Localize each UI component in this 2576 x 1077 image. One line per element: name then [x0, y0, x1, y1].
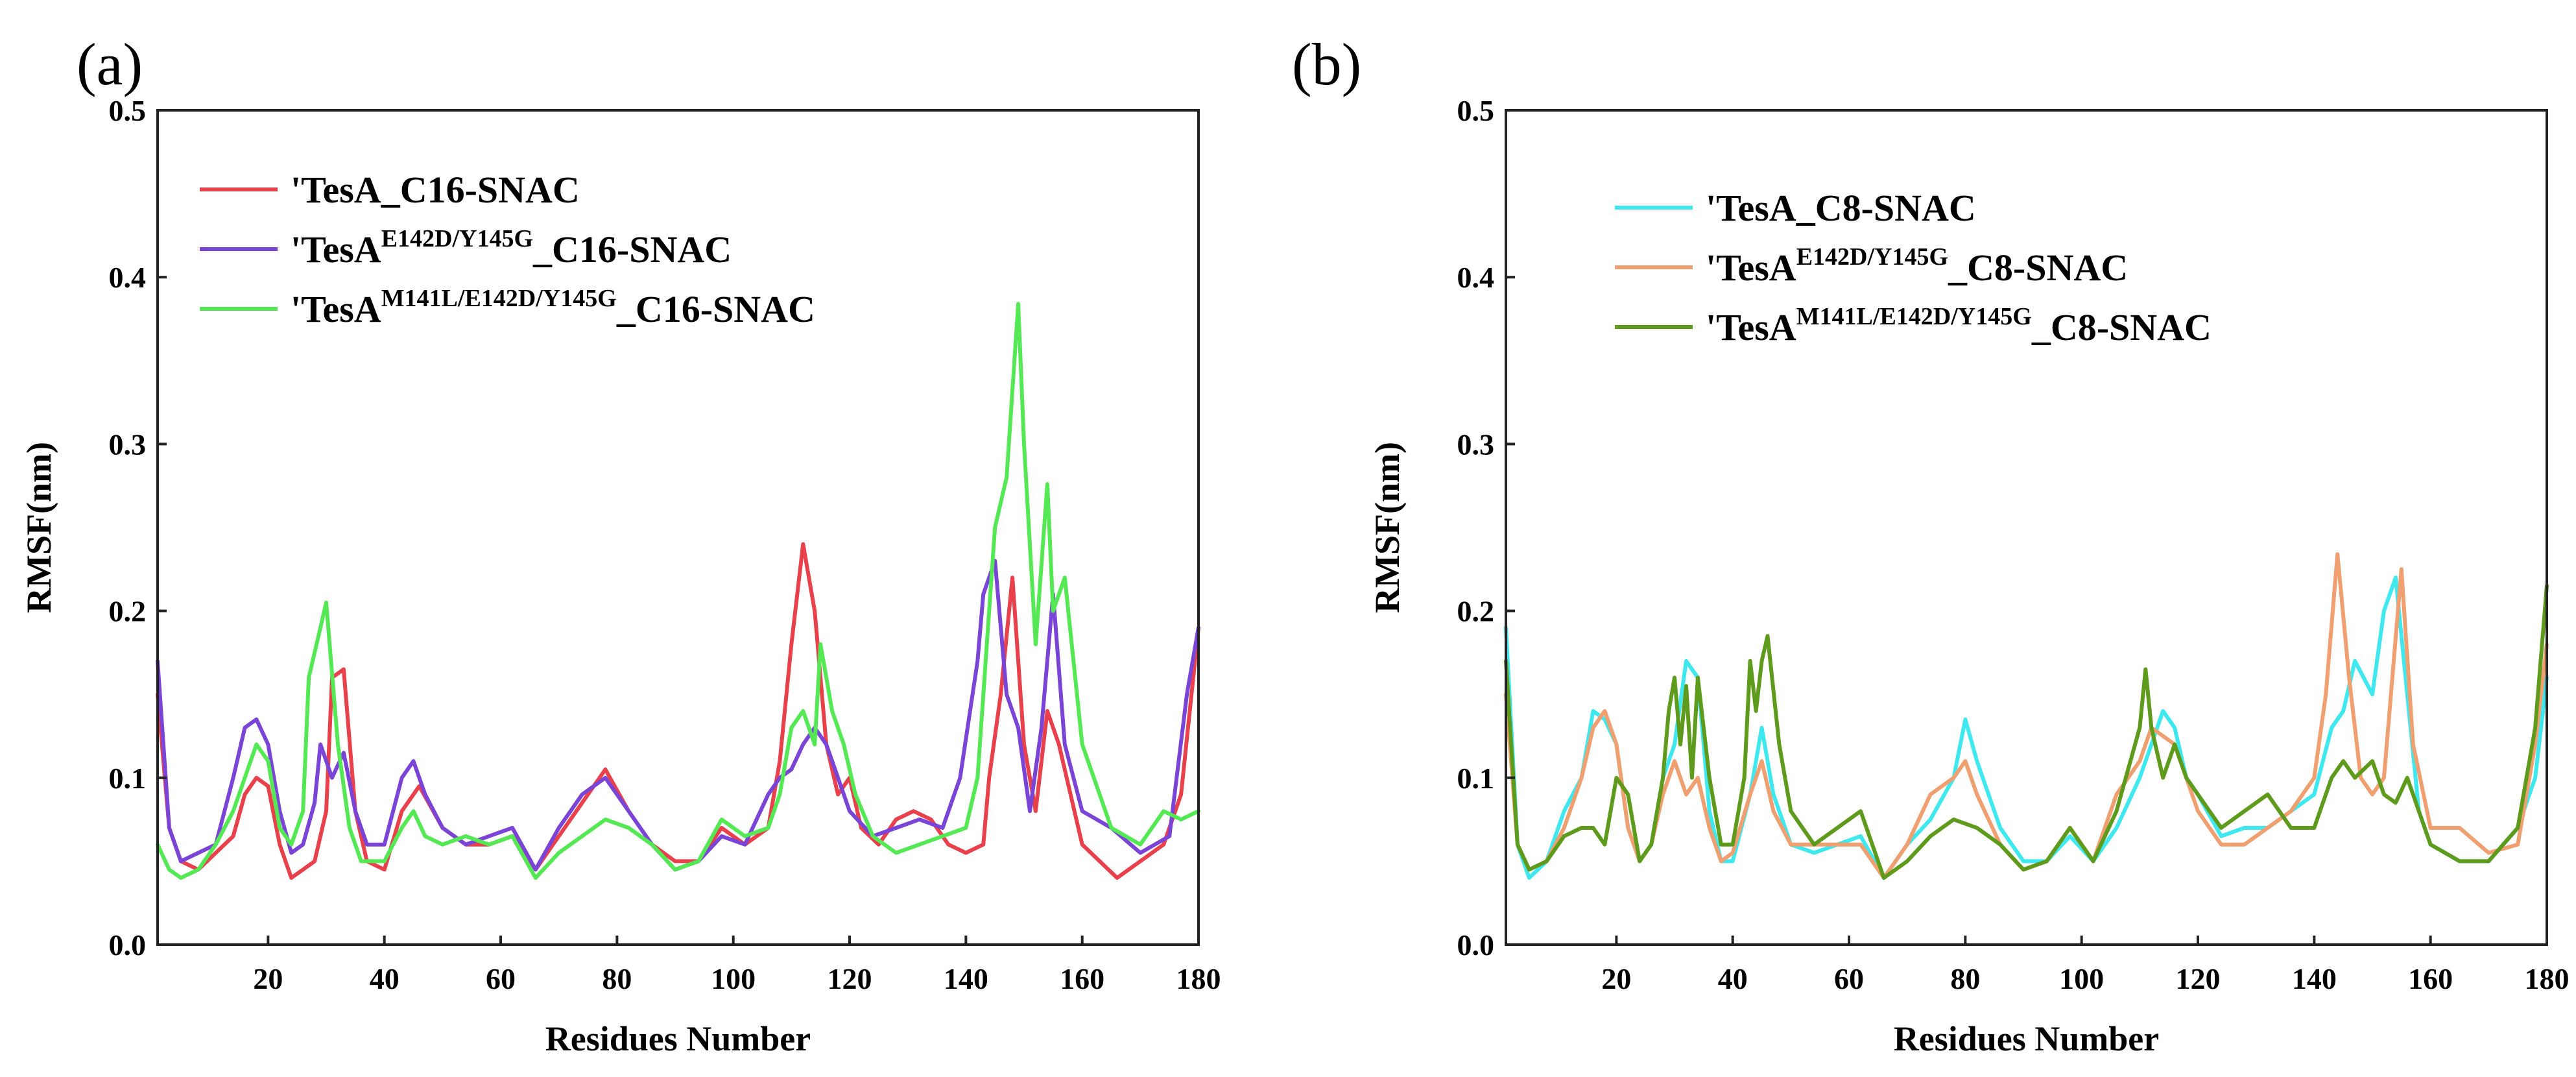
y-axis-title: RMSF(nm): [1368, 442, 1407, 613]
y-tick-label: 0.5: [1457, 94, 1495, 127]
panel-label: (a): [77, 31, 143, 97]
y-tick-label: 0.5: [109, 94, 147, 127]
legend-superscript: M141L/E142D/Y145G: [381, 285, 617, 312]
x-tick-label: 40: [1718, 962, 1748, 995]
y-tick-label: 0.3: [109, 428, 147, 461]
x-tick-label: 160: [2408, 962, 2453, 995]
legend-base: 'TesA: [291, 288, 381, 330]
y-tick-label: 0.4: [109, 261, 147, 294]
y-axis-title: RMSF(nm): [19, 442, 58, 613]
legend-base: 'TesA: [1706, 306, 1796, 348]
legend-entry-1: 'TesA_C16-SNAC: [291, 169, 580, 211]
legend-suffix: _C16-SNAC: [381, 169, 580, 211]
legend-entry-2: 'TesAE142D/Y145G_C16-SNAC: [291, 225, 732, 271]
legend-entry-2: 'TesAE142D/Y145G_C8-SNAC: [1706, 243, 2128, 289]
x-axis-title: Residues Number: [1894, 1019, 2160, 1058]
x-tick-label: 120: [828, 962, 872, 995]
y-tick-label: 0.0: [1457, 928, 1495, 962]
panel-label: (b): [1292, 31, 1361, 97]
legend-suffix: _C8-SNAC: [1796, 187, 1976, 229]
y-tick-label: 0.0: [109, 928, 147, 962]
legend-suffix: _C16-SNAC: [532, 228, 732, 271]
x-tick-label: 20: [1601, 962, 1631, 995]
x-tick-label: 100: [2059, 962, 2104, 995]
legend-suffix: _C8-SNAC: [2031, 306, 2212, 348]
legend-entry-3: 'TesAM141L/E142D/Y145G_C16-SNAC: [291, 285, 815, 330]
legend-base: 'TesA: [1706, 247, 1796, 289]
plot-frame: [1505, 109, 2548, 946]
x-tick-label: 140: [944, 962, 988, 995]
series-line-2: [156, 559, 1200, 872]
legend-superscript: E142D/Y145G: [1796, 243, 1948, 271]
y-tick-label: 0.1: [1457, 762, 1495, 795]
x-tick-label: 160: [1060, 962, 1104, 995]
x-tick-label: 80: [1950, 962, 1980, 995]
x-tick-label: 60: [1834, 962, 1864, 995]
legend-base: 'TesA: [291, 169, 381, 211]
x-tick-label: 140: [2292, 962, 2337, 995]
series-line-3: [156, 302, 1200, 880]
series-line-3: [1504, 584, 2549, 880]
legend-base: 'TesA: [291, 228, 381, 271]
chart-panel-b: (b) 0.0 0.1 0.2 0.3 0.4 0.5 20 40 60 80 100 120 140 16…: [1292, 31, 2570, 1058]
legend-entry-1: 'TesA_C8-SNAC: [1706, 187, 1976, 229]
series-line-1: [1504, 575, 2549, 880]
y-tick-label: 0.2: [1457, 595, 1495, 628]
x-tick-label: 60: [486, 962, 516, 995]
x-axis-title: Residues Number: [545, 1019, 811, 1058]
chart-panel-a: (a) 0.0 0.1 0.2 0.3 0.4 0.5 20 40 60 80 100 120 140 16…: [19, 31, 1221, 1058]
legend-superscript: M141L/E142D/Y145G: [1796, 303, 2032, 330]
legend-suffix: _C16-SNAC: [616, 288, 815, 330]
legend: 'TesA_C16-SNAC'TesAE142D/Y145G_C16-SNAC'…: [200, 169, 815, 330]
legend-entry-3: 'TesAM141L/E142D/Y145G_C8-SNAC: [1706, 303, 2212, 348]
legend-base: 'TesA: [1706, 187, 1796, 229]
plot-frame: [156, 109, 1200, 946]
legend-suffix: _C8-SNAC: [1948, 247, 2128, 289]
series-line-1: [156, 542, 1200, 880]
x-tick-label: 120: [2176, 962, 2221, 995]
y-tick-label: 0.4: [1457, 261, 1495, 294]
x-tick-label: 100: [711, 962, 756, 995]
y-tick-label: 0.3: [1457, 428, 1495, 461]
legend-superscript: E142D/Y145G: [381, 225, 533, 252]
x-tick-label: 80: [602, 962, 632, 995]
y-tick-label: 0.1: [109, 762, 147, 795]
series-line-2: [1504, 552, 2549, 880]
legend: 'TesA_C8-SNAC'TesAE142D/Y145G_C8-SNAC'Te…: [1615, 187, 2212, 348]
x-tick-label: 180: [2525, 962, 2570, 995]
x-tick-label: 40: [370, 962, 400, 995]
x-tick-label: 20: [253, 962, 283, 995]
y-tick-label: 0.2: [109, 595, 147, 628]
x-tick-label: 180: [1176, 962, 1221, 995]
